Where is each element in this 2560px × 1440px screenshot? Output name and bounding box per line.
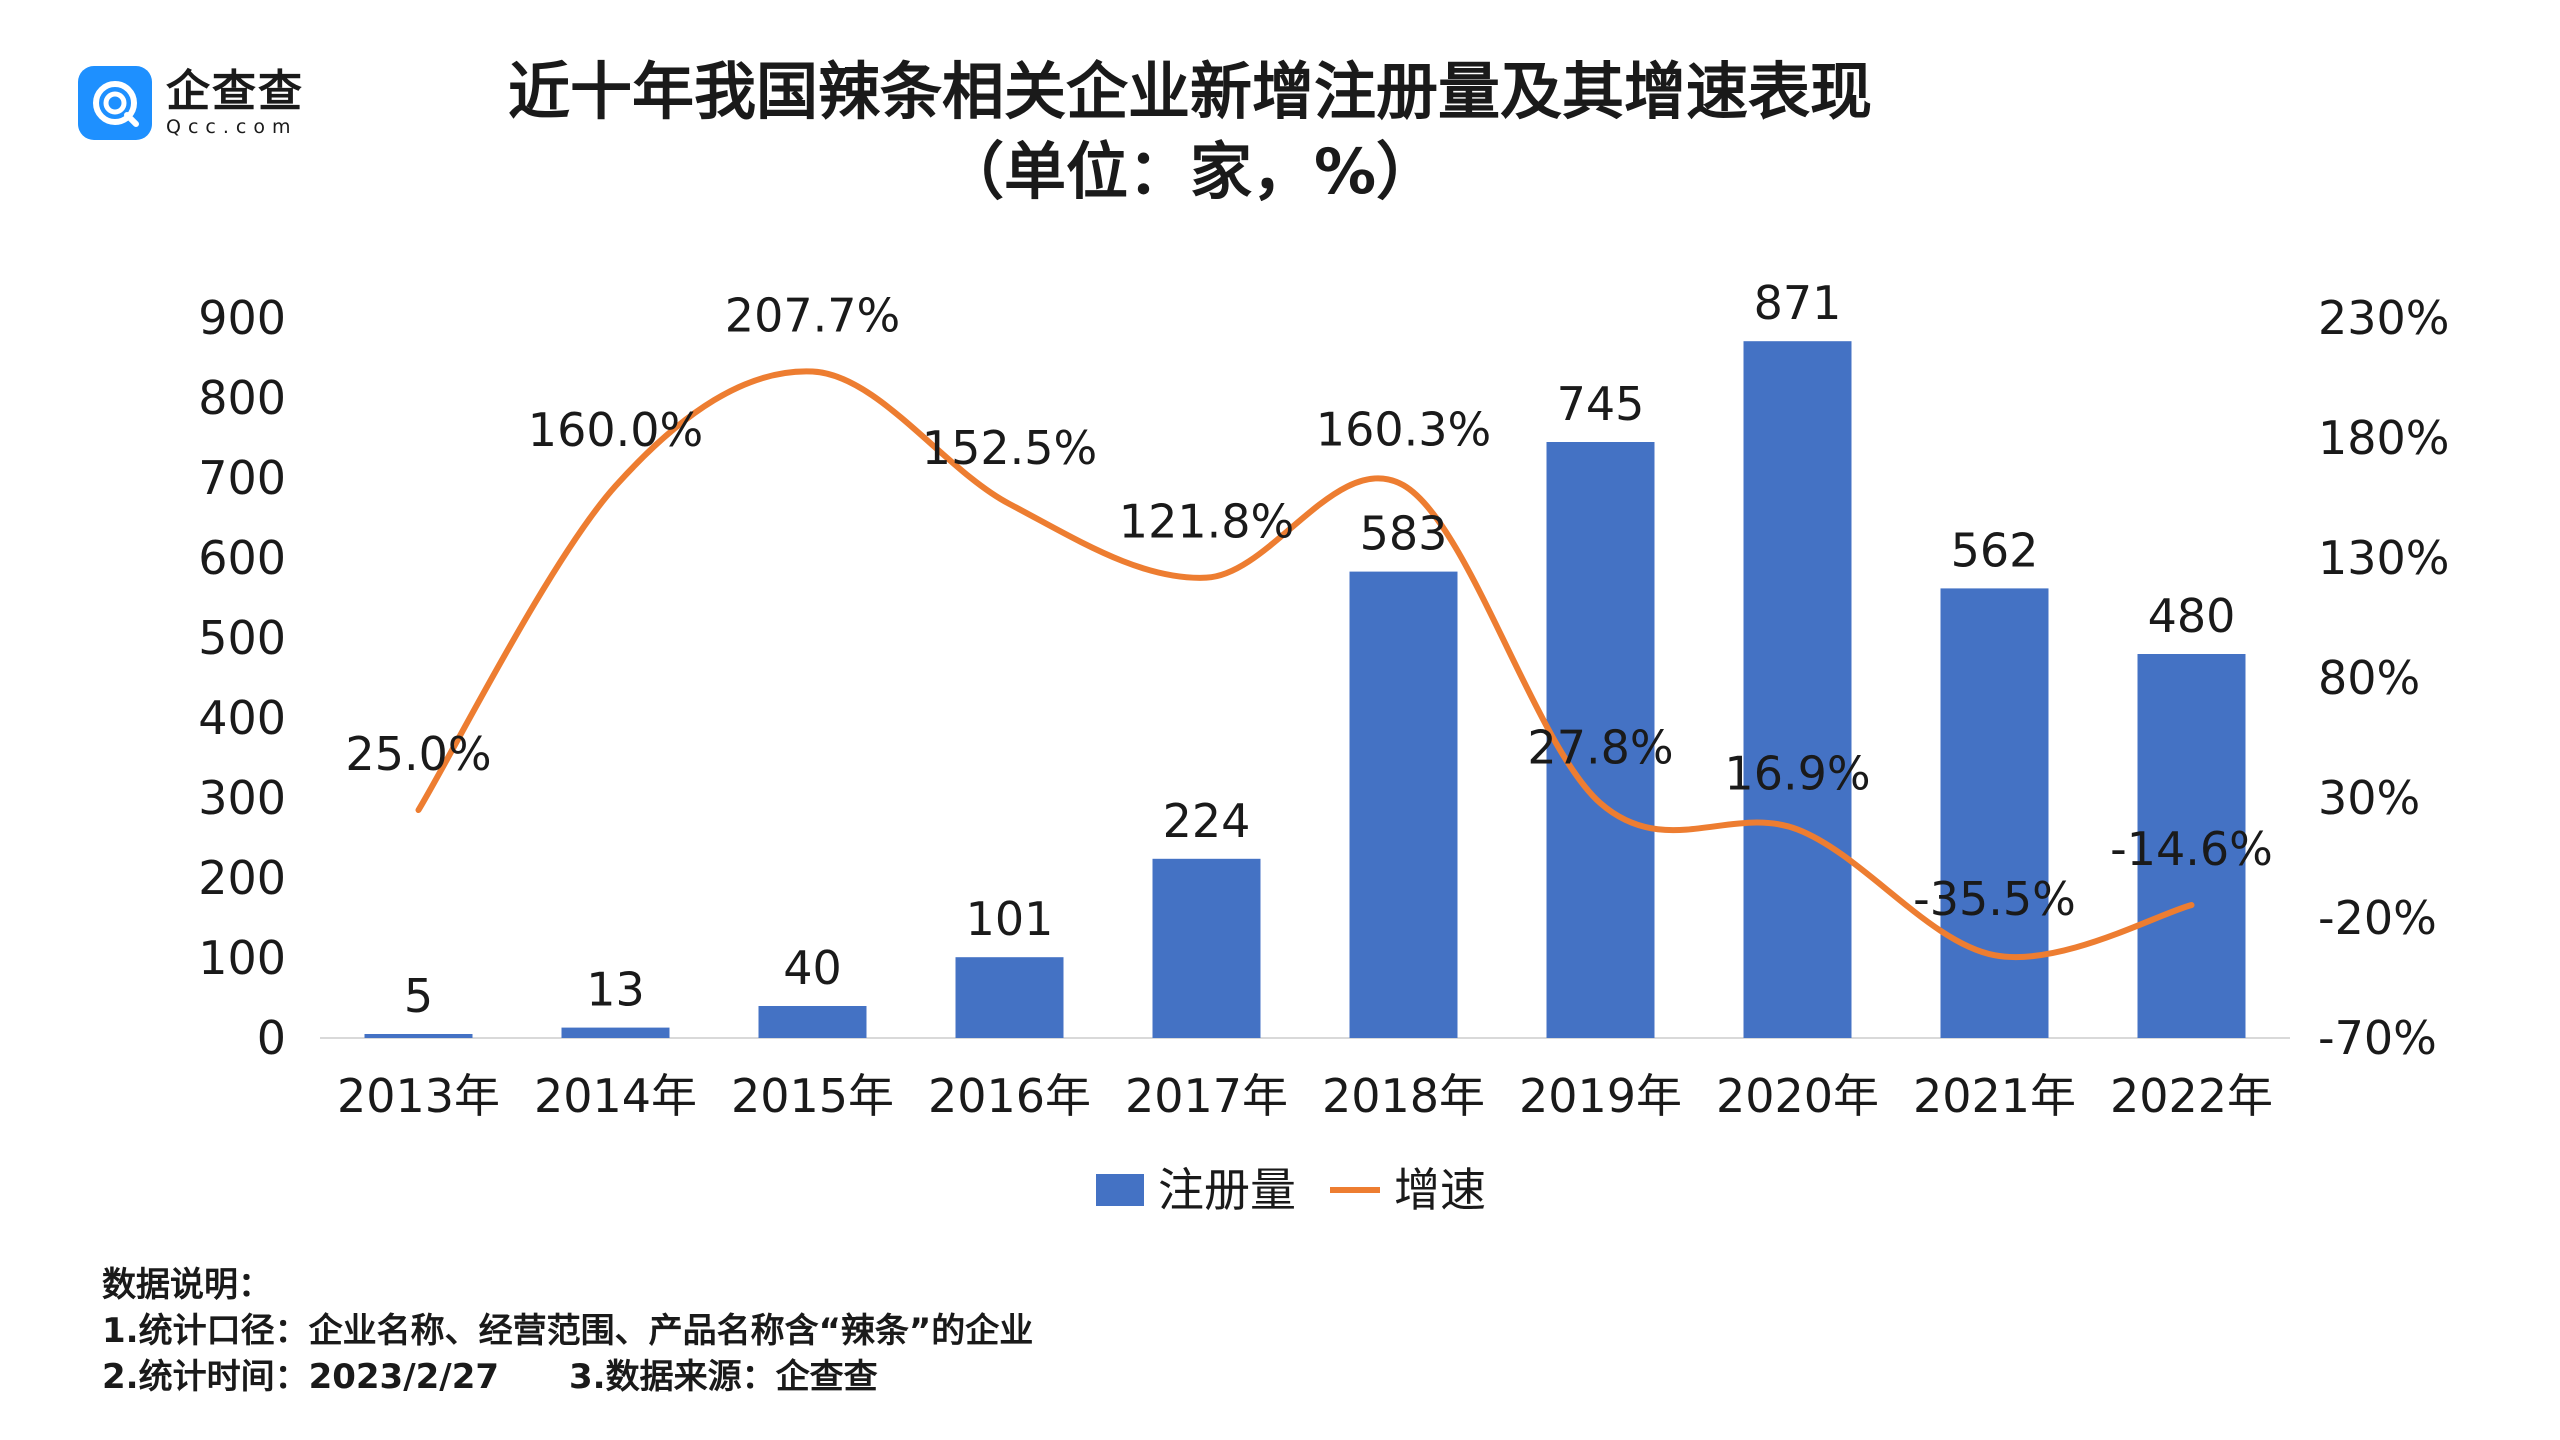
line-label-2013年: 25.0% bbox=[345, 727, 491, 781]
bar-2022年 bbox=[2137, 654, 2246, 1038]
y-left-tick-0: 0 bbox=[257, 1011, 286, 1065]
line-point-2014年 bbox=[613, 484, 618, 488]
y-left-tick-900: 900 bbox=[198, 291, 286, 345]
y-right-tick-230%: 230% bbox=[2318, 291, 2450, 345]
legend: 注册量 增速 bbox=[1096, 1163, 1486, 1217]
x-tick-2019年: 2019年 bbox=[1519, 1069, 1682, 1123]
line-point-2019年 bbox=[1598, 801, 1603, 806]
x-tick-2017年: 2017年 bbox=[1125, 1069, 1288, 1123]
y-right-tick-80%: 80% bbox=[2318, 651, 2420, 705]
bar-label-2014年: 13 bbox=[586, 963, 645, 1017]
y-left-tick-200: 200 bbox=[198, 851, 286, 905]
chart-title-line1: 近十年我国辣条相关企业新增注册量及其增速表现 bbox=[507, 55, 1872, 128]
legend-label-line: 增速 bbox=[1394, 1163, 1486, 1217]
line-label-2018年: 160.3% bbox=[1316, 402, 1491, 456]
x-tick-2014年: 2014年 bbox=[534, 1069, 697, 1123]
bar-2016年 bbox=[955, 957, 1064, 1038]
line-point-2018年 bbox=[1401, 483, 1406, 488]
y-left-tick-400: 400 bbox=[198, 691, 286, 745]
bar-2013年 bbox=[364, 1034, 473, 1038]
x-axis-ticks: 2013年 2014年 2015年 2016年 2017年 2018年 2019年 2020年… bbox=[337, 1069, 2273, 1123]
bar-label-2013年: 5 bbox=[404, 969, 433, 1023]
x-tick-2021年: 2021年 bbox=[1913, 1069, 2076, 1123]
x-tick-2015年: 2015年 bbox=[731, 1069, 894, 1123]
line-point-2015年 bbox=[810, 369, 815, 374]
y-axis-right: -70% -20% 30% 80% 130% 180% 230% bbox=[2318, 291, 2450, 1065]
line-label-2020年: 16.9% bbox=[1724, 746, 1870, 800]
y-right-tick-130%: 130% bbox=[2318, 531, 2450, 585]
legend-label-bar: 注册量 bbox=[1158, 1163, 1296, 1217]
y-left-tick-300: 300 bbox=[198, 771, 286, 825]
line-series bbox=[415, 368, 2195, 960]
logo-domain: Qcc.com bbox=[166, 115, 298, 138]
bar-label-2017年: 224 bbox=[1163, 794, 1251, 848]
line-label-2014年: 160.0% bbox=[528, 403, 703, 457]
line-label-2017年: 121.8% bbox=[1119, 495, 1294, 549]
bar-2020年 bbox=[1743, 341, 1852, 1038]
notes-source: 3.数据来源：企查查 bbox=[569, 1357, 878, 1397]
y-right-tick--20%: -20% bbox=[2318, 891, 2437, 945]
y-right-tick-30%: 30% bbox=[2318, 771, 2420, 825]
bar-label-2016年: 101 bbox=[966, 892, 1054, 946]
y-left-tick-600: 600 bbox=[198, 531, 286, 585]
chart-title-unit: （单位：家，%） bbox=[941, 135, 1439, 208]
y-left-tick-700: 700 bbox=[198, 451, 286, 505]
notes-date: 2.统计时间：2023/2/27 bbox=[102, 1357, 500, 1397]
line-point-2016年 bbox=[1007, 502, 1012, 506]
line-label-2019年: 27.8% bbox=[1527, 720, 1673, 774]
bar-2019年 bbox=[1546, 442, 1655, 1038]
line-point-2021年 bbox=[1992, 953, 1997, 958]
legend-swatch-bar bbox=[1096, 1174, 1144, 1206]
logo: 企查查 Qcc.com bbox=[78, 66, 304, 140]
x-tick-2022年: 2022年 bbox=[2110, 1069, 2273, 1123]
bar-label-2018年: 583 bbox=[1360, 507, 1448, 561]
line-point-2017年 bbox=[1204, 575, 1209, 580]
line-point-2020年 bbox=[1795, 827, 1800, 832]
y-left-tick-500: 500 bbox=[198, 611, 286, 665]
bar-label-2022年: 480 bbox=[2148, 589, 2236, 643]
growth-rate-line bbox=[415, 368, 2195, 960]
bar-2014年 bbox=[561, 1027, 670, 1038]
x-tick-2013年: 2013年 bbox=[337, 1069, 500, 1123]
notes-scope: 1.统计口径：企业名称、经营范围、产品名称含“辣条”的企业 bbox=[102, 1311, 1034, 1351]
y-right-tick--70%: -70% bbox=[2318, 1011, 2437, 1065]
x-tick-2018年: 2018年 bbox=[1322, 1069, 1485, 1123]
y-axis-left: 0 100 200 300 400 500 600 700 800 900 bbox=[198, 291, 286, 1065]
line-label-2016年: 152.5% bbox=[922, 421, 1097, 475]
line-label-2022年: -14.6% bbox=[2110, 822, 2273, 876]
bar-2017年 bbox=[1152, 858, 1261, 1038]
bar-2015年 bbox=[758, 1006, 867, 1038]
bar-label-2021年: 562 bbox=[1951, 523, 2039, 577]
bar-label-2020年: 871 bbox=[1754, 276, 1842, 330]
chart-title: 近十年我国辣条相关企业新增注册量及其增速表现 （单位：家，%） bbox=[500, 52, 1880, 212]
x-tick-2020年: 2020年 bbox=[1716, 1069, 1879, 1123]
x-tick-2016年: 2016年 bbox=[928, 1069, 1091, 1123]
bar-2018年 bbox=[1349, 571, 1458, 1038]
notes-heading: 数据说明： bbox=[102, 1265, 272, 1305]
line-point-2022年 bbox=[2189, 903, 2194, 908]
bar-data-labels: 5 13 40 101 224 583 745 871 562 480 bbox=[404, 276, 2236, 1023]
line-point-2013年 bbox=[416, 808, 421, 812]
data-notes: 数据说明： 1.统计口径：企业名称、经营范围、产品名称含“辣条”的企业 2.统计… bbox=[102, 1262, 1033, 1400]
bar-label-2015年: 40 bbox=[783, 941, 842, 995]
qcc-logo-icon bbox=[78, 66, 152, 140]
y-left-tick-100: 100 bbox=[198, 931, 286, 985]
bar-series bbox=[364, 341, 2246, 1038]
line-data-labels: 25.0% 160.0% 207.7% 152.5% 121.8% 160.3% 27.8%… bbox=[345, 289, 2272, 927]
bar-2021年 bbox=[1940, 588, 2049, 1038]
line-label-2015年: 207.7% bbox=[725, 289, 900, 343]
y-left-tick-800: 800 bbox=[198, 371, 286, 425]
y-right-tick-180%: 180% bbox=[2318, 411, 2450, 465]
logo-name: 企查查 bbox=[166, 65, 304, 117]
bar-label-2019年: 745 bbox=[1557, 377, 1645, 431]
line-label-2021年: -35.5% bbox=[1913, 872, 2076, 926]
